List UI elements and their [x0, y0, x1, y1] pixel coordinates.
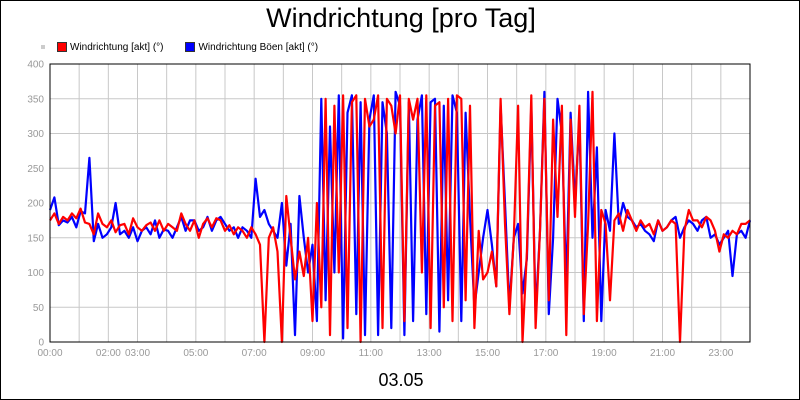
y-tick-label-3: 150 [27, 233, 44, 244]
x-tick-label-6: 11:00 [359, 348, 384, 359]
x-tick-label-1: 02:00 [96, 348, 121, 359]
legend-swatch-blue [185, 42, 196, 52]
x-tick-label-5: 09:00 [300, 348, 325, 359]
x-tick-label-4: 07:00 [242, 348, 267, 359]
legend-item-windrichtung: Windrichtung [akt] (°) [57, 42, 163, 53]
x-tick-label-3: 05:00 [183, 348, 208, 359]
legend-item-boeen: Windrichtung Böen [akt] (°) [185, 42, 318, 53]
x-tick-label-7: 13:00 [417, 348, 442, 359]
y-tick-label-8: 400 [27, 60, 44, 71]
x-tick-label-11: 21:00 [650, 348, 675, 359]
y-tick-label-5: 250 [27, 164, 44, 175]
x-axis-title: 03.05 [378, 370, 424, 390]
legend-label-windrichtung: Windrichtung [akt] (°) [70, 41, 164, 53]
y-tick-label-6: 300 [27, 129, 44, 140]
legend: Windrichtung [akt] (°) Windrichtung Böen… [41, 39, 340, 55]
chart-title: Windrichtung [pro Tag] [266, 3, 536, 33]
y-tick-labels: 0 50 100 150 200 250 300 350 400 [27, 60, 44, 349]
legend-swatch-red [57, 42, 67, 52]
y-tick-label-2: 100 [27, 268, 44, 279]
legend-marker-icon [41, 45, 45, 49]
x-tick-labels: 00:00 02:00 03:00 05:00 07:00 09:00 11:00 13:00… [37, 348, 733, 359]
x-tick-label-0: 00:00 [37, 348, 62, 359]
x-tick-label-8: 15:00 [475, 348, 500, 359]
x-tick-label-2: 03:00 [125, 348, 150, 359]
series-lines [48, 90, 752, 344]
series-line-windrichtung [49, 90, 751, 344]
x-tick-label-12: 23:00 [708, 348, 733, 359]
y-tick-label-0: 0 [38, 338, 44, 349]
y-tick-label-1: 50 [33, 303, 45, 314]
y-tick-label-7: 350 [27, 94, 44, 105]
x-tick-label-9: 17:00 [533, 348, 558, 359]
plot-border [49, 63, 751, 343]
y-tick-label-4: 200 [27, 199, 44, 210]
legend-label-boeen: Windrichtung Böen [akt] (°) [198, 41, 319, 53]
x-tick-label-10: 19:00 [592, 348, 617, 359]
